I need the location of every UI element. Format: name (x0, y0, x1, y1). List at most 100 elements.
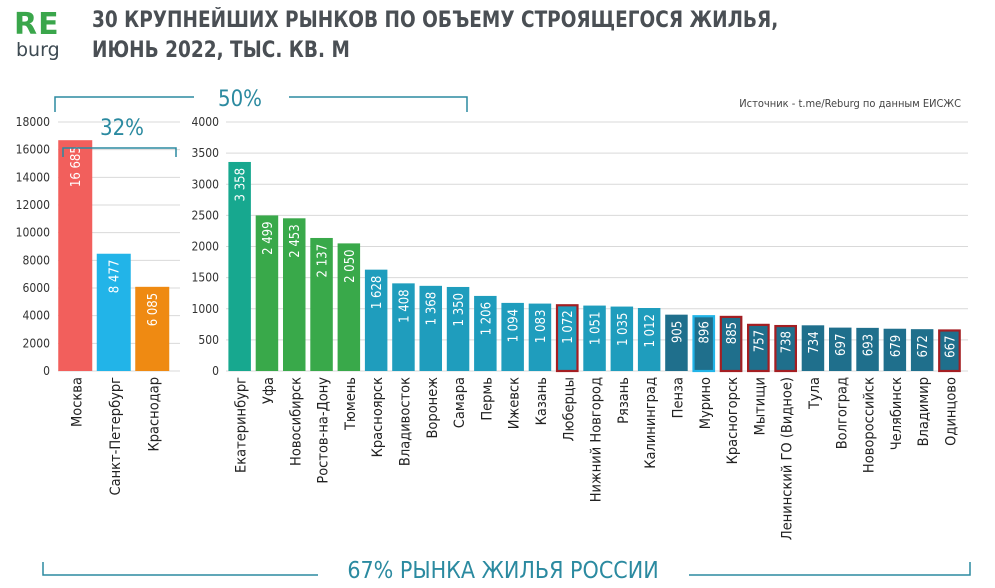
bar-value-label: 1 628 (370, 276, 385, 309)
bar-value-label: 697 (834, 334, 849, 356)
bracket-top10 (54, 96, 468, 112)
category-label: Краснодар (146, 377, 162, 452)
category-label: Тюмень (343, 377, 359, 431)
bar-value-label: 693 (862, 334, 877, 356)
right-panel-y-tick-label: 3500 (192, 146, 220, 160)
bar-value-label: 2 137 (316, 244, 331, 277)
bracket-top3 (62, 147, 177, 157)
right-panel-y-tick-label: 500 (198, 333, 219, 347)
bar-value-label: 1 206 (479, 302, 494, 335)
bar-value-label: 16 685 (69, 146, 84, 187)
right-panel-y-tick-label: 4000 (192, 115, 220, 129)
category-label: Одинцово (943, 377, 959, 446)
bar-Краснодар (135, 286, 170, 371)
bar-value-label: 1 094 (507, 309, 522, 342)
right-panel-y-tick-label: 2500 (192, 208, 220, 222)
bar-value-label: 3 358 (234, 168, 249, 201)
left-panel-y-tick-label: 16000 (16, 143, 50, 157)
bar-value-label: 734 (807, 331, 822, 353)
category-label: Ижевск (507, 377, 523, 429)
category-label: Екатеринбург (234, 377, 250, 473)
category-label: Ростов-на-Дону (316, 377, 332, 484)
category-label: Самара (452, 377, 468, 428)
bar-value-label: 1 035 (616, 313, 631, 346)
bar-Самара (446, 286, 470, 371)
category-label: Калининград (643, 377, 659, 469)
category-label: Новороссийск (862, 377, 878, 473)
bar-value-label: 1 350 (452, 293, 467, 326)
bar-value-label: 2 499 (261, 221, 276, 254)
left-panel-y-tick-label: 6000 (23, 281, 51, 295)
category-label: Мурино (698, 377, 714, 429)
left-panel-y-tick-label: 8000 (23, 253, 51, 267)
bar-value-label: 2 453 (288, 224, 303, 257)
bar-Калининград (637, 308, 661, 371)
bar-Новороссийск (856, 327, 879, 371)
category-label: Санкт-Петербург (108, 377, 124, 496)
right-panel-y-tick-label: 1000 (192, 302, 220, 316)
category-label: Волгоград (834, 377, 850, 449)
bar-value-label: 1 408 (397, 289, 412, 322)
bar-Красногорск (719, 315, 743, 373)
category-label: Люберцы (561, 377, 577, 441)
category-label: Владимир (916, 377, 932, 446)
bar-Ленинский ГО (Видное) (774, 324, 798, 373)
left-panel-y-tick-label: 12000 (16, 198, 50, 212)
left-panel-y-tick-label: 14000 (16, 170, 50, 184)
category-label: Казань (534, 377, 550, 425)
logo-re: RE (14, 7, 60, 42)
bar-Красноярск (364, 269, 388, 371)
bar-Пермь (474, 295, 497, 371)
left-panel-y-tick-label: 2000 (23, 336, 51, 350)
bar-value-label: 679 (889, 335, 904, 357)
bracket-all (42, 562, 971, 576)
bar-value-label: 6 085 (146, 293, 161, 326)
category-label: Новосибирск (288, 377, 304, 466)
bar-Владивосток (392, 283, 415, 371)
category-label: Воронеж (425, 377, 441, 439)
bar-value-label: 1 368 (425, 292, 440, 325)
bar-Екатеринбург (228, 161, 251, 371)
bar-value-label: 905 (670, 321, 685, 343)
right-panel-y-tick-label: 3000 (192, 177, 220, 191)
bar-Ижевск (501, 302, 524, 371)
bar-value-label: 885 (725, 322, 740, 344)
category-label: Рязань (616, 377, 632, 424)
bar-value-label: 667 (943, 335, 958, 357)
category-label: Владивосток (397, 377, 413, 466)
category-label: Нижний Новгород (589, 377, 605, 502)
left-panel-y-tick-label: 0 (43, 364, 50, 378)
bar-value-label: 1 083 (534, 310, 549, 343)
bar-value-label: 1 072 (561, 310, 576, 343)
bar-Тула (801, 325, 825, 371)
bar-Воронеж (419, 285, 442, 371)
bar-Владимир (910, 329, 934, 371)
bar-Нижний Новгород (583, 305, 606, 371)
left-panel-y-tick-label: 18000 (16, 115, 50, 129)
bar-Уфа (255, 215, 279, 371)
bar-Люберцы (555, 304, 579, 373)
category-label: Челябинск (889, 377, 905, 450)
logo-burg: burg (16, 39, 60, 61)
category-label: Мытищи (752, 377, 768, 435)
left-panel-y-tick-label: 10000 (16, 226, 50, 240)
bar-value-label: 757 (752, 330, 767, 352)
bar-Новосибирск (283, 218, 306, 371)
chart-title-line-1: 30 КРУПНЕЙШИХ РЫНКОВ ПО ОБЪЕМУ СТРОЯЩЕГО… (92, 8, 779, 33)
category-label: Пенза (670, 377, 686, 418)
bar-Мытищи (746, 323, 770, 373)
bar-value-label: 1 012 (643, 314, 658, 347)
bar-Волгоград (829, 327, 852, 371)
right-panel-y-tick-label: 2000 (192, 240, 220, 254)
bar-value-label: 738 (780, 331, 795, 353)
chart-title-line-2: ИЮНЬ 2022, ТЫС. КВ. М (92, 38, 350, 63)
bar-value-label: 8 477 (108, 260, 123, 293)
bar-Санкт-Петербург (96, 253, 131, 371)
bar-value-label: 896 (698, 321, 713, 343)
chart-title: 30 КРУПНЕЙШИХ РЫНКОВ ПО ОБЪЕМУ СТРОЯЩЕГО… (92, 6, 778, 66)
bar-Ростов-на-Дону (310, 237, 333, 371)
right-panel-y-tick-label: 1500 (192, 271, 220, 285)
share-top3-label: 32% (100, 116, 144, 141)
bar-Пенза (665, 314, 688, 371)
bar-Казань (528, 303, 552, 371)
